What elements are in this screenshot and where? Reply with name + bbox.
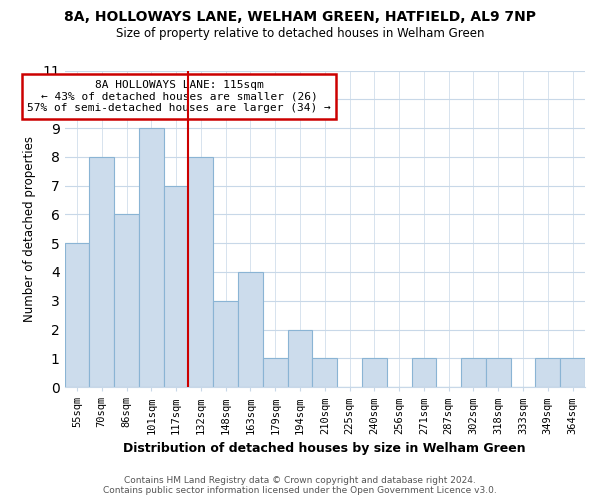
Bar bbox=[89, 157, 114, 387]
Bar bbox=[560, 358, 585, 387]
Bar bbox=[461, 358, 486, 387]
Bar bbox=[313, 358, 337, 387]
Bar bbox=[213, 301, 238, 387]
Text: 8A HOLLOWAYS LANE: 115sqm
← 43% of detached houses are smaller (26)
57% of semi-: 8A HOLLOWAYS LANE: 115sqm ← 43% of detac… bbox=[27, 80, 331, 113]
Bar bbox=[65, 243, 89, 387]
Text: 8A, HOLLOWAYS LANE, WELHAM GREEN, HATFIELD, AL9 7NP: 8A, HOLLOWAYS LANE, WELHAM GREEN, HATFIE… bbox=[64, 10, 536, 24]
Y-axis label: Number of detached properties: Number of detached properties bbox=[23, 136, 37, 322]
Bar bbox=[164, 186, 188, 387]
Bar bbox=[238, 272, 263, 387]
Bar bbox=[114, 214, 139, 387]
Bar bbox=[287, 330, 313, 387]
Bar bbox=[188, 157, 213, 387]
Bar bbox=[486, 358, 511, 387]
Bar bbox=[412, 358, 436, 387]
Bar bbox=[362, 358, 387, 387]
Bar bbox=[263, 358, 287, 387]
Text: Size of property relative to detached houses in Welham Green: Size of property relative to detached ho… bbox=[116, 28, 484, 40]
Text: Contains HM Land Registry data © Crown copyright and database right 2024.
Contai: Contains HM Land Registry data © Crown c… bbox=[103, 476, 497, 495]
Bar bbox=[139, 128, 164, 387]
Bar bbox=[535, 358, 560, 387]
X-axis label: Distribution of detached houses by size in Welham Green: Distribution of detached houses by size … bbox=[124, 442, 526, 455]
